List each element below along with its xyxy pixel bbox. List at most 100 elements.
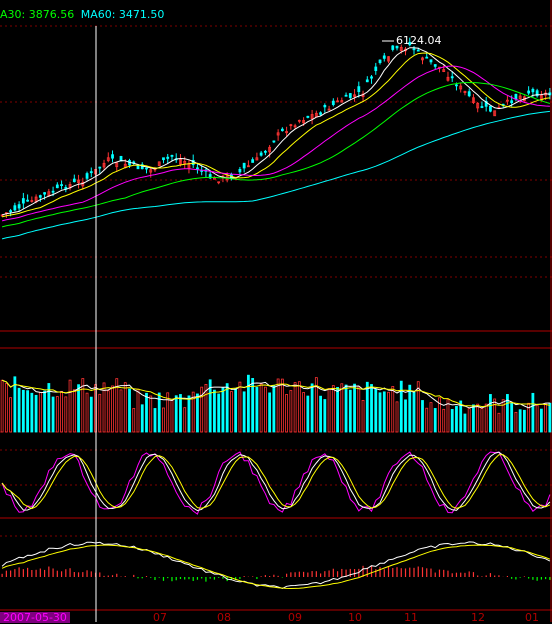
volume-bar: [234, 388, 238, 433]
candle-body: [145, 167, 148, 170]
volume-bar: [17, 387, 21, 433]
volume-bar: [187, 395, 191, 433]
volume-bar: [357, 386, 361, 433]
volume-bar: [455, 406, 458, 433]
volume-bar: [230, 391, 233, 433]
volume-bar: [489, 394, 492, 433]
volume-bar: [289, 390, 293, 433]
candle-body: [242, 162, 246, 169]
volume-bar: [225, 383, 229, 433]
volume-bar: [136, 388, 140, 433]
volume-bar: [72, 389, 76, 433]
x-axis-month-label: 01: [525, 611, 539, 622]
candle-body: [353, 94, 356, 97]
volume-bar: [506, 394, 509, 433]
candle-body: [382, 55, 386, 59]
candle-body: [51, 190, 55, 193]
volume-bar: [221, 387, 225, 433]
candle-body: [535, 90, 539, 97]
candle-body: [531, 88, 535, 93]
volume-bar: [374, 388, 378, 433]
volume-bars[interactable]: [0, 374, 552, 433]
volume-bar: [21, 389, 25, 433]
volume-bar: [26, 390, 30, 433]
candle-body: [170, 154, 174, 157]
x-axis-month-label: 11: [404, 611, 418, 622]
macd-indicator: [1, 541, 551, 590]
candle-body: [527, 90, 531, 94]
volume-bar: [467, 408, 471, 433]
candle-body: [408, 41, 412, 46]
candle-body: [302, 119, 306, 124]
candle-body: [238, 169, 242, 173]
x-axis-month-label: 10: [348, 611, 362, 622]
volume-bar: [64, 396, 68, 433]
macd-dif-line: [1, 541, 551, 589]
volume-bar: [13, 376, 17, 433]
candle-body: [416, 49, 420, 52]
volume-bar: [47, 383, 51, 433]
candle-body: [310, 114, 314, 120]
volume-bar: [450, 409, 454, 433]
candle-body: [85, 173, 89, 179]
volume-bar: [493, 398, 497, 433]
candle-body: [357, 86, 361, 93]
volume-bar: [38, 392, 42, 433]
volume-bar: [55, 396, 59, 433]
cursor-date-label: 2007-05-30: [0, 612, 70, 623]
volume-bar: [497, 412, 501, 433]
candle-body: [463, 90, 467, 94]
candle-body: [514, 93, 518, 100]
volume-ma5-line: [1, 379, 550, 409]
volume-bar: [459, 400, 463, 433]
volume-bar: [9, 397, 13, 433]
candle-body: [30, 200, 34, 202]
volume-bar: [60, 390, 63, 433]
volume-bar: [81, 378, 85, 433]
volume-bar: [446, 399, 450, 433]
candle-body: [455, 84, 458, 87]
volume-bar: [119, 389, 123, 433]
candle-body: [166, 156, 170, 159]
volume-bar: [472, 404, 475, 433]
candle-body: [374, 66, 378, 71]
x-axis-month-label: 08: [217, 611, 231, 622]
volume-bar: [531, 392, 535, 433]
ma5-line: [1, 47, 550, 216]
candle-body: [421, 57, 424, 61]
candle-body: [246, 165, 250, 168]
volume-bar: [501, 399, 505, 433]
volume-bar: [327, 388, 331, 433]
volume-bar: [340, 383, 344, 433]
price-candles[interactable]: [0, 37, 552, 218]
volume-bar: [433, 408, 437, 433]
volume-bar: [183, 407, 187, 433]
candle-body: [489, 105, 492, 112]
candle-body: [98, 166, 102, 169]
candle-body: [111, 154, 114, 159]
volume-bar: [251, 378, 255, 433]
candle-body: [26, 199, 30, 202]
kdj-d-line: [1, 454, 551, 510]
ma30-label: A30: 3876.56: [0, 8, 75, 21]
volume-bar: [242, 391, 246, 433]
volume-bar: [438, 397, 441, 433]
volume-bar: [191, 391, 195, 433]
candle-body: [412, 48, 416, 51]
volume-bar: [174, 395, 178, 433]
volume-bar: [387, 391, 390, 433]
candle-body: [149, 169, 153, 173]
volume-ma10-line: [1, 379, 551, 408]
volume-bar: [429, 402, 433, 433]
volume-bar: [255, 386, 259, 433]
volume-bar: [51, 396, 55, 433]
volume-bar: [293, 382, 297, 433]
volume-bar: [115, 378, 119, 433]
volume-bar: [0, 379, 4, 433]
candle-body: [38, 195, 42, 198]
candle-body: [344, 94, 348, 97]
volume-bar: [272, 384, 276, 433]
volume-bar: [306, 395, 310, 433]
moving-averages: [1, 47, 551, 240]
